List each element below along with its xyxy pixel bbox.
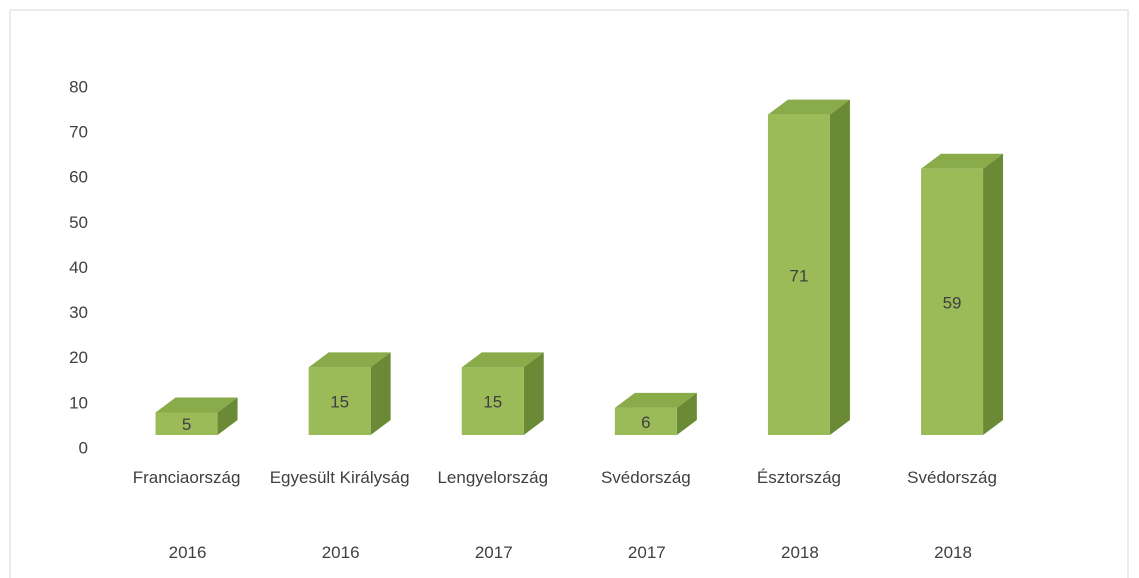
- x-tick-label: Svédország: [600, 468, 691, 487]
- bar-top: [461, 352, 544, 368]
- data-label: 15: [483, 393, 502, 412]
- bar-top: [921, 153, 1004, 169]
- x-group-label: 2018: [781, 543, 819, 562]
- x-group-label: 2016: [168, 543, 207, 562]
- y-tick-label: 70: [69, 123, 88, 142]
- bar-side: [217, 397, 238, 435]
- bar-top: [155, 397, 238, 413]
- data-label: 5: [182, 415, 191, 434]
- frame: [9, 9, 1129, 578]
- x-group-label: 2017: [627, 543, 666, 562]
- y-tick-label: 40: [69, 258, 88, 277]
- x-tick-label: Lengyelország: [437, 468, 549, 487]
- data-label: 6: [641, 413, 650, 432]
- x-group-label: 2017: [474, 543, 513, 562]
- bar: [461, 367, 524, 435]
- x-tick-label: Svédország: [907, 468, 997, 487]
- bar: [614, 407, 677, 435]
- y-tick-label: 60: [69, 168, 88, 187]
- bar-side: [829, 99, 850, 436]
- y-tick-label: 80: [69, 77, 88, 96]
- x-tick-label: Egyesült Királyság: [269, 468, 410, 487]
- y-tick-label: 30: [69, 303, 88, 322]
- bar-top: [767, 99, 850, 115]
- data-label: 15: [330, 393, 349, 412]
- x-group-label: 2018: [934, 543, 972, 562]
- bar-top: [308, 352, 391, 368]
- bar: [308, 367, 371, 435]
- bar-side: [983, 153, 1004, 435]
- x-tick-label: Franciaország: [132, 468, 241, 487]
- bar-top: [614, 392, 697, 408]
- y-tick-label: 20: [69, 348, 88, 367]
- bar: [155, 412, 218, 435]
- bar-side: [676, 392, 697, 435]
- bar: [767, 114, 830, 436]
- data-label: 59: [943, 293, 962, 312]
- y-tick-label: 50: [69, 213, 88, 232]
- x-tick-label: Észtország: [756, 468, 841, 487]
- bar-side: [370, 352, 391, 435]
- y-tick-label: 0: [79, 438, 88, 457]
- bar-side: [523, 352, 544, 435]
- x-group-label: 2016: [321, 543, 360, 562]
- data-label: 71: [789, 266, 808, 285]
- y-tick-label: 10: [69, 393, 88, 412]
- bar: [921, 168, 984, 435]
